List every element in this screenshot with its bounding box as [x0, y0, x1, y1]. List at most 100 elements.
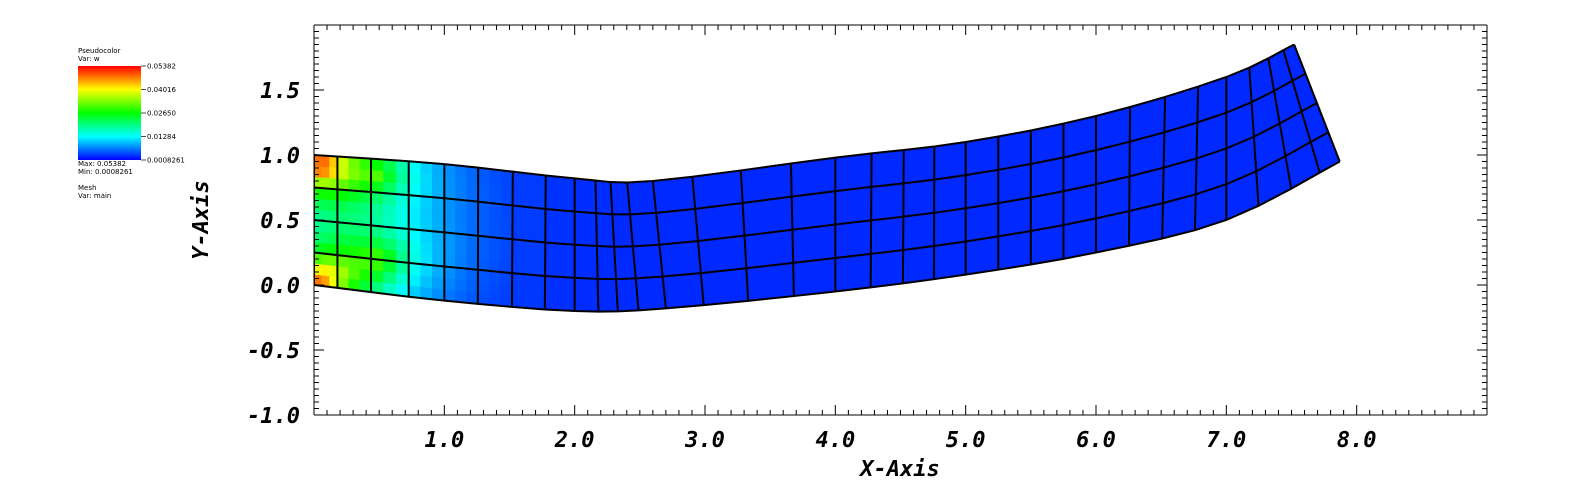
mesh-cell: [420, 241, 433, 255]
mesh-cell: [595, 212, 615, 248]
mesh-cell: [370, 202, 384, 216]
mesh-cell: [466, 211, 479, 225]
mesh-cell: [420, 275, 433, 289]
x-ticks: 1.0 2.0 3.0 4.0 5.0 6.0 7.0 8.0: [313, 25, 1488, 453]
mesh-cell: [359, 190, 372, 204]
legend-mesh-var: Var: main: [78, 192, 111, 200]
mesh-cell: [870, 216, 904, 255]
mesh-cell: [321, 220, 330, 233]
mesh-cell: [321, 198, 330, 211]
mesh-cell: [965, 202, 999, 242]
mesh-cell: [348, 233, 361, 247]
mesh-cell: [321, 263, 330, 277]
x-tick-label: 8.0: [1337, 428, 1377, 453]
mesh-cell: [314, 154, 323, 167]
y-tick-label: 0.0: [260, 274, 300, 299]
mesh-cell: [477, 246, 490, 260]
mesh-cell: [835, 186, 872, 225]
mesh-cell: [544, 275, 575, 312]
mesh-cell: [933, 174, 966, 214]
mesh-cell: [455, 210, 468, 224]
mesh-cell: [348, 178, 361, 192]
mesh-cell: [466, 177, 479, 191]
mesh-cell: [370, 169, 384, 183]
mesh-cell: [432, 174, 445, 188]
mesh-cell: [420, 173, 433, 187]
mesh-cell: [329, 264, 338, 278]
mesh-cell: [477, 280, 490, 294]
x-tick-label: 1.0: [424, 428, 464, 453]
mesh-cell: [337, 167, 349, 180]
mesh-cell: [933, 207, 966, 247]
mesh-cell: [574, 211, 598, 247]
mesh-cell: [314, 241, 323, 254]
mesh-cell: [477, 178, 490, 192]
mesh-column-line: [739, 170, 750, 301]
mesh-cell: [395, 238, 410, 252]
mesh-cell: [477, 212, 490, 226]
mesh-column-line: [1127, 107, 1132, 246]
mesh-column-line: [1248, 67, 1260, 206]
mesh-cell: [444, 209, 456, 223]
mesh-cell: [337, 232, 349, 246]
colorbar-label: 0.01284: [147, 133, 176, 141]
mesh-cell: [359, 201, 372, 215]
mesh-cell: [965, 136, 999, 176]
mesh-cell: [903, 146, 935, 184]
mesh-cell: [903, 179, 935, 218]
mesh-column-line: [609, 182, 619, 312]
mesh-cell: [792, 257, 836, 297]
y-tick-label: -0.5: [247, 339, 300, 364]
mesh-cell: [444, 175, 456, 189]
mesh-cell: [500, 215, 513, 229]
mesh-cell: [383, 170, 397, 184]
mesh-cell: [329, 177, 338, 190]
mesh-cell: [512, 171, 547, 210]
mesh-cell: [626, 180, 657, 215]
y-axis-title: Y-Axis: [189, 180, 214, 259]
colorbar-label: 0.04016: [147, 86, 176, 94]
x-tick-label: 7.0: [1206, 428, 1246, 453]
mesh-cell: [337, 156, 349, 169]
mesh-cell: [329, 232, 338, 245]
legend-pseudocolor-var: Var: w: [78, 55, 100, 63]
x-tick-label: 5.0: [946, 428, 986, 453]
mesh-column-line: [1282, 49, 1321, 173]
mesh-cell: [395, 204, 410, 219]
mesh-cell: [329, 188, 338, 201]
mesh-column-line: [626, 182, 640, 311]
mesh-column-line: [1267, 58, 1293, 189]
mesh-cell: [997, 197, 1032, 237]
mesh-cell: [432, 208, 445, 222]
x-tick-label: 4.0: [815, 428, 855, 453]
mesh-cell: [420, 207, 433, 221]
mesh-cell: [329, 221, 338, 234]
mesh-cell: [408, 239, 421, 254]
mesh-column-line: [691, 176, 705, 306]
y-ticks: -1.0 -0.5 0.0 0.5 1.0 1.5: [247, 24, 1487, 429]
mesh-cell: [544, 208, 575, 246]
mesh-cell: [835, 253, 872, 292]
legend-min: Min: 0.0008261: [78, 168, 133, 176]
mesh-cell: [933, 241, 966, 280]
mesh-cell: [652, 176, 696, 214]
mesh-cell: [383, 237, 397, 251]
mesh-cell: [337, 189, 349, 202]
mesh-cell: [314, 252, 323, 265]
mesh-cell: [370, 236, 384, 250]
mesh-cell: [420, 161, 433, 175]
mesh-cell: [408, 206, 421, 220]
mesh-cell: [792, 224, 836, 264]
mesh-cell: [370, 158, 384, 172]
mesh-cell: [383, 270, 397, 285]
mesh-cell: [321, 176, 330, 190]
x-tick-label: 2.0: [554, 428, 595, 453]
mesh-cell: [395, 160, 410, 173]
mesh-cell: [408, 273, 421, 288]
mesh-cell: [444, 243, 456, 257]
mesh-cell: [511, 238, 546, 277]
x-axis-title: X-Axis: [858, 457, 939, 482]
colorbar-label: 0.02650: [147, 110, 176, 118]
mesh-cell: [489, 179, 502, 194]
mesh-cell: [329, 210, 338, 223]
